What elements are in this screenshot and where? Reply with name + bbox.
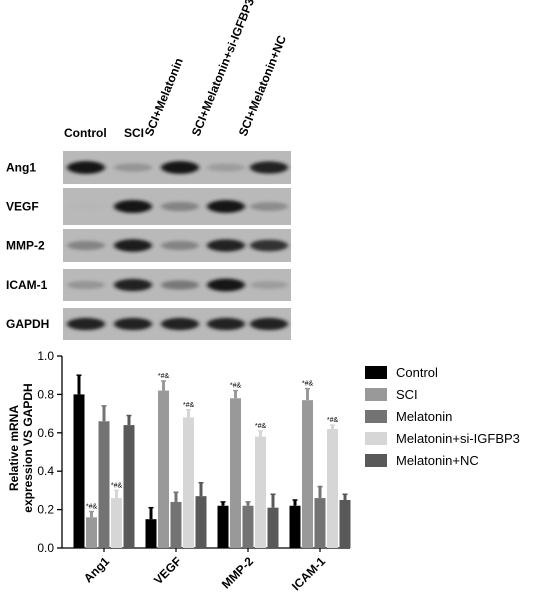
blot-band: [67, 161, 105, 174]
y-tick-label: 0.2: [37, 503, 54, 517]
bar: [289, 505, 301, 548]
significance-label: *#&: [302, 381, 314, 388]
blot-band: [161, 201, 199, 212]
blot-band: [250, 239, 288, 252]
chart-legend: Control SCI Melatonin Melatonin+si-IGFBP3 Me…: [365, 365, 520, 468]
legend-swatch: [365, 388, 387, 401]
blot-band: [161, 161, 199, 174]
legend-swatch: [365, 366, 387, 379]
bar: [98, 421, 110, 548]
significance-label: *#&: [327, 417, 339, 424]
bar: [339, 500, 351, 548]
lane-label: SCI+Melatonin: [142, 56, 186, 138]
chart-axes: 0.0 0.2 0.4 0.6 0.8 1.0 Relative mRNAexpressio…: [7, 349, 350, 593]
y-axis-label: Relative mRNAexpression VS GAPDH: [7, 383, 35, 512]
blot-band: [67, 280, 105, 290]
blot-band: [250, 317, 288, 331]
blot-band: [207, 239, 245, 252]
bar: [302, 400, 313, 548]
significance-label: *#&: [183, 402, 195, 409]
legend-swatch: [365, 410, 387, 423]
bar: [195, 496, 207, 548]
legend-swatch: [365, 432, 387, 445]
blot-band: [114, 163, 152, 172]
legend-label: Melatonin+si-IGFBP3: [396, 431, 520, 446]
bar: [158, 390, 169, 548]
blot-band: [161, 317, 199, 331]
blot-band: [207, 163, 245, 172]
blot-row-label: MMP-2: [6, 239, 45, 253]
lane-label: Control: [64, 126, 107, 140]
bar: [314, 498, 326, 548]
bar: [242, 505, 254, 548]
blot-band: [161, 280, 199, 290]
blot-band: [207, 200, 245, 213]
legend-label: Control: [396, 365, 438, 380]
blot-row-label: ICAM-1: [6, 278, 48, 292]
legend-swatch: [365, 454, 387, 467]
bar: [86, 517, 97, 548]
blot-band: [161, 240, 199, 251]
y-tick-label: 0.8: [37, 387, 54, 401]
lane-label: SCI: [124, 126, 144, 140]
bar: [183, 417, 194, 548]
bar: [73, 394, 85, 548]
legend-label: SCI: [396, 387, 418, 402]
bar: [217, 505, 229, 548]
y-tick-label: 0.6: [37, 426, 54, 440]
x-tick-label: ICAM-1: [289, 554, 328, 593]
bar: [255, 436, 266, 548]
significance-label: *#&: [86, 504, 98, 511]
bar: [230, 398, 241, 548]
blot-band: [114, 278, 152, 292]
blot-band: [250, 280, 288, 290]
y-tick-label: 1.0: [37, 349, 54, 363]
blot-band: [114, 200, 152, 213]
chart-bars: *#& *#& *#& *#& *#& *#& *#& *#&: [73, 373, 351, 548]
bar: [327, 428, 338, 548]
bar: [170, 501, 182, 548]
blot-band: [207, 278, 245, 292]
significance-label: *#&: [111, 482, 123, 489]
significance-label: *#&: [255, 423, 267, 430]
significance-label: *#&: [230, 383, 242, 390]
legend-label: Melatonin: [396, 409, 452, 424]
y-tick-label: 0.0: [37, 541, 54, 555]
bar: [123, 425, 135, 548]
x-tick-label: MMP-2: [219, 554, 256, 591]
blot-row-label: Ang1: [6, 161, 36, 175]
bar: [145, 519, 157, 548]
significance-label: *#&: [158, 373, 170, 380]
bar: [267, 507, 279, 548]
legend-label: Melatonin+NC: [396, 453, 479, 468]
blot-band: [67, 240, 105, 251]
blot-row-label: GAPDH: [6, 317, 49, 331]
blot-band: [67, 203, 105, 210]
blot-band: [114, 317, 152, 331]
blot-band: [250, 202, 288, 211]
blot-row-label: VEGF: [6, 200, 39, 214]
blot-band: [114, 239, 152, 252]
bar-chart-panel: 0.0 0.2 0.4 0.6 0.8 1.0 Relative mRNAexpressio…: [7, 349, 520, 593]
bar: [111, 498, 122, 548]
y-tick-label: 0.4: [37, 464, 54, 478]
lane-label: SCI+Melatonin+NC: [236, 33, 289, 138]
blot-band: [207, 317, 245, 331]
x-tick-label: Ang1: [81, 554, 112, 585]
blot-band: [250, 161, 288, 174]
blot-band: [67, 317, 105, 331]
x-tick-label: VEGF: [151, 554, 184, 587]
